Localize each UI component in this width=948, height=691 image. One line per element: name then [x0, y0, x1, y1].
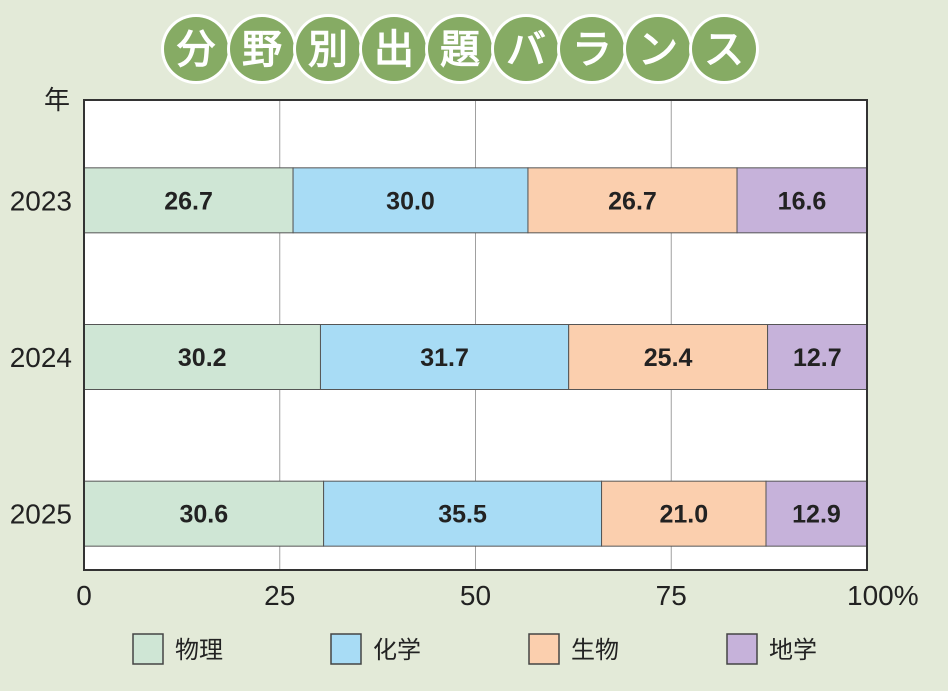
legend-label: 化学 — [373, 636, 421, 664]
legend-swatch — [132, 633, 164, 665]
data-label: 30.2 — [178, 344, 227, 372]
bar-segment — [736, 167, 868, 234]
x-tick-label: 100% — [847, 580, 919, 611]
data-label: 21.0 — [659, 501, 708, 529]
title-circle — [230, 17, 294, 81]
data-label: 25.4 — [644, 344, 693, 372]
data-label: 26.7 — [164, 187, 213, 215]
data-label: 12.9 — [792, 501, 841, 529]
title-char: 分 — [176, 27, 216, 73]
title-circle — [296, 17, 360, 81]
legend-swatch — [726, 633, 758, 665]
bar-segment — [767, 324, 868, 390]
title-char: ス — [704, 27, 744, 73]
y-axis-label: 年 — [44, 86, 70, 116]
data-label: 16.6 — [778, 187, 827, 215]
bar-segment — [568, 324, 769, 390]
bar-segment — [601, 480, 767, 547]
data-label: 30.6 — [179, 501, 228, 529]
x-tick-label: 25 — [264, 580, 295, 611]
bar-segment — [527, 167, 738, 234]
bar-segment — [83, 167, 294, 234]
x-tick-label: 0 — [76, 580, 92, 611]
legend-label: 物理 — [175, 636, 223, 664]
x-tick-label: 75 — [656, 580, 687, 611]
y-tick-label: 2025 — [10, 499, 72, 530]
title-circle — [494, 17, 558, 81]
bars: 26.7 30.0 26.7 16.6 30.2 31.7 25.4 12.7 30.6 35.5… — [83, 167, 868, 547]
plot-frame — [83, 99, 868, 571]
legend-swatch — [528, 633, 560, 665]
legend-label: 地学 — [769, 636, 817, 664]
x-tick-label: 50 — [460, 580, 491, 611]
y-tick-label: 2024 — [10, 342, 72, 373]
chart-title: 分野別出題バランス — [161, 14, 759, 84]
title-char: バ — [506, 27, 546, 73]
title-circle — [428, 17, 492, 81]
legend: 物理 化学 生物 地学 — [132, 633, 817, 665]
bar-segment — [83, 324, 321, 390]
bar-segment — [83, 480, 325, 547]
data-label: 35.5 — [438, 501, 487, 529]
title-circle — [560, 17, 624, 81]
y-tick-label: 2023 — [10, 185, 72, 216]
bar-segment — [323, 480, 603, 547]
title-circle — [626, 17, 690, 81]
title-char: 別 — [308, 27, 348, 73]
data-label: 12.7 — [793, 344, 842, 372]
title-circle — [164, 17, 228, 81]
title-char: 題 — [440, 27, 480, 73]
title-char: 出 — [374, 27, 414, 73]
bar-segment — [292, 167, 529, 234]
title-circle — [362, 17, 426, 81]
data-label: 31.7 — [420, 344, 469, 372]
y-tick-labels: 2023 2024 2025 — [10, 185, 72, 529]
legend-label: 生物 — [571, 636, 619, 664]
x-tick-labels: 0 25 50 75 100% — [76, 580, 918, 611]
bar-segment — [765, 480, 868, 547]
data-label: 30.0 — [386, 187, 435, 215]
title-char: ラ — [572, 27, 612, 73]
title-circle — [692, 17, 756, 81]
legend-swatch — [330, 633, 362, 665]
data-label: 26.7 — [608, 187, 657, 215]
title-char: ン — [638, 27, 678, 73]
title-char: 野 — [242, 27, 282, 73]
bar-segment — [319, 324, 570, 390]
